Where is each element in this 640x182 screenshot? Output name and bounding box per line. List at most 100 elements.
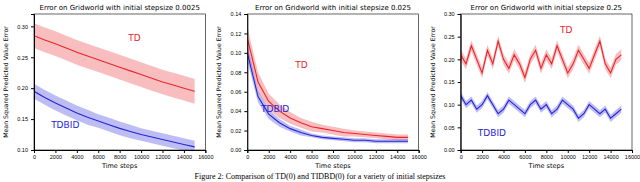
x-tick-label: 14000 bbox=[177, 154, 192, 160]
x-tick-mark bbox=[184, 150, 185, 153]
x-tick: 8000 bbox=[114, 150, 126, 160]
panel: 02000400060008000100001200014000160000.0… bbox=[215, 4, 426, 170]
x-tick-label: 6000 bbox=[93, 154, 105, 160]
y-axis: 0.000.020.040.060.080.100.120.14 bbox=[231, 11, 248, 153]
x-tick-mark bbox=[312, 150, 313, 153]
y-tick-mark bbox=[458, 14, 461, 15]
x-tick-label: 16000 bbox=[412, 154, 427, 160]
x-axis-line bbox=[248, 151, 419, 154]
y-tick: 0.20 bbox=[17, 85, 34, 91]
series-line bbox=[247, 53, 408, 141]
x-axis-title: Time steps bbox=[314, 162, 351, 170]
x-tick: 8000 bbox=[541, 150, 553, 160]
y-tick: 0.30 bbox=[444, 11, 461, 17]
y-axis: 0.10 0.15 0.20 0.25 0.30 bbox=[17, 15, 34, 154]
y-tick-mark bbox=[244, 131, 247, 132]
x-tick-mark bbox=[589, 150, 590, 153]
y-tick-mark bbox=[244, 53, 247, 54]
y-tick-mark bbox=[31, 119, 34, 120]
plot-area bbox=[461, 36, 622, 122]
series-line bbox=[247, 38, 408, 137]
x-tick: 0 bbox=[246, 150, 249, 160]
x-tick-mark bbox=[482, 150, 483, 153]
y-tick-mark bbox=[31, 150, 34, 151]
x-tick: 14000 bbox=[603, 150, 618, 160]
panel: 0 2000 4000 6000 8000 10000 12000 14000 16000 0.0… bbox=[429, 4, 640, 170]
x-tick-mark bbox=[269, 150, 270, 153]
y-tick-mark bbox=[31, 88, 34, 89]
x-tick: 14000 bbox=[177, 150, 192, 160]
y-tick-mark bbox=[244, 14, 247, 15]
y-tick-label: 0.15 bbox=[17, 116, 28, 122]
plot-frame bbox=[247, 14, 418, 150]
x-tick-label: 10000 bbox=[347, 154, 362, 160]
y-tick: 0.10 bbox=[17, 147, 34, 153]
y-tick-mark bbox=[31, 57, 34, 58]
x-tick: 12000 bbox=[155, 150, 170, 160]
x-tick-label: 10000 bbox=[561, 154, 576, 160]
y-tick-mark bbox=[458, 37, 461, 38]
plot-area bbox=[34, 23, 195, 150]
error-band bbox=[34, 84, 195, 150]
x-tick-mark bbox=[632, 150, 633, 153]
x-tick: 16000 bbox=[412, 150, 427, 160]
x-tick: 10000 bbox=[134, 150, 149, 160]
x-tick: 10000 bbox=[347, 150, 362, 160]
x-tick-label: 12000 bbox=[155, 154, 170, 160]
x-tick-label: 2000 bbox=[263, 154, 275, 160]
x-tick: 12000 bbox=[582, 150, 597, 160]
y-tick-label: 0.25 bbox=[17, 55, 28, 61]
y-tick: 0.30 bbox=[17, 24, 34, 30]
x-tick: 16000 bbox=[625, 150, 640, 160]
y-tick-mark bbox=[244, 92, 247, 93]
x-tick: 4000 bbox=[285, 150, 297, 160]
x-tick-mark bbox=[611, 150, 612, 153]
x-tick-label: 6000 bbox=[519, 154, 531, 160]
series-label: TDBID bbox=[260, 104, 289, 114]
x-tick: 0 bbox=[33, 150, 36, 160]
y-tick: 0.08 bbox=[231, 70, 248, 76]
chart-title: Error on Gridworld with initial stepsize… bbox=[471, 4, 623, 12]
y-tick: 0.00 bbox=[231, 147, 248, 153]
x-tick-mark bbox=[141, 150, 142, 153]
x-tick-mark bbox=[55, 150, 56, 153]
x-tick-label: 4000 bbox=[285, 154, 297, 160]
y-tick-label: 0.30 bbox=[444, 11, 455, 17]
y-tick-label: 0.14 bbox=[231, 11, 242, 17]
x-tick-mark bbox=[290, 150, 291, 153]
x-tick: 2000 bbox=[476, 150, 488, 160]
x-tick-label: 0 bbox=[33, 154, 36, 160]
y-tick-mark bbox=[458, 59, 461, 60]
x-tick-mark bbox=[376, 150, 377, 153]
y-tick-mark bbox=[31, 26, 34, 27]
series-label: TD bbox=[294, 60, 307, 70]
x-tick-label: 6000 bbox=[306, 154, 318, 160]
x-tick-mark bbox=[354, 150, 355, 153]
y-tick: 0.25 bbox=[444, 34, 461, 40]
series-label: TD bbox=[127, 33, 140, 43]
y-axis-title: Mean Squared Predicted Value Error bbox=[2, 26, 10, 138]
x-tick-label: 2000 bbox=[476, 154, 488, 160]
x-tick-mark bbox=[568, 150, 569, 153]
x-tick: 4000 bbox=[71, 150, 83, 160]
x-tick: 14000 bbox=[390, 150, 405, 160]
chart-title: Error on Gridworld with initial stepsize… bbox=[39, 4, 199, 12]
y-tick-mark bbox=[458, 105, 461, 106]
x-tick-mark bbox=[546, 150, 547, 153]
series-line bbox=[461, 41, 622, 77]
x-tick-label: 0 bbox=[460, 154, 463, 160]
x-tick-label: 16000 bbox=[625, 154, 640, 160]
x-tick-label: 4000 bbox=[71, 154, 83, 160]
x-tick-label: 4000 bbox=[498, 154, 510, 160]
x-tick: 10000 bbox=[561, 150, 576, 160]
y-tick-mark bbox=[458, 127, 461, 128]
x-axis-line bbox=[35, 151, 206, 154]
y-tick: 0.15 bbox=[444, 79, 461, 85]
series-label: TDBID bbox=[50, 120, 79, 130]
figure-caption: Figure 2: Comparison of TD(0) and TIDBD(… bbox=[195, 172, 446, 181]
y-tick: 0.05 bbox=[444, 125, 461, 131]
y-tick-label: 0.05 bbox=[444, 125, 455, 131]
x-tick-mark bbox=[525, 150, 526, 153]
y-tick-label: 0.10 bbox=[444, 102, 455, 108]
series-line bbox=[34, 36, 195, 92]
